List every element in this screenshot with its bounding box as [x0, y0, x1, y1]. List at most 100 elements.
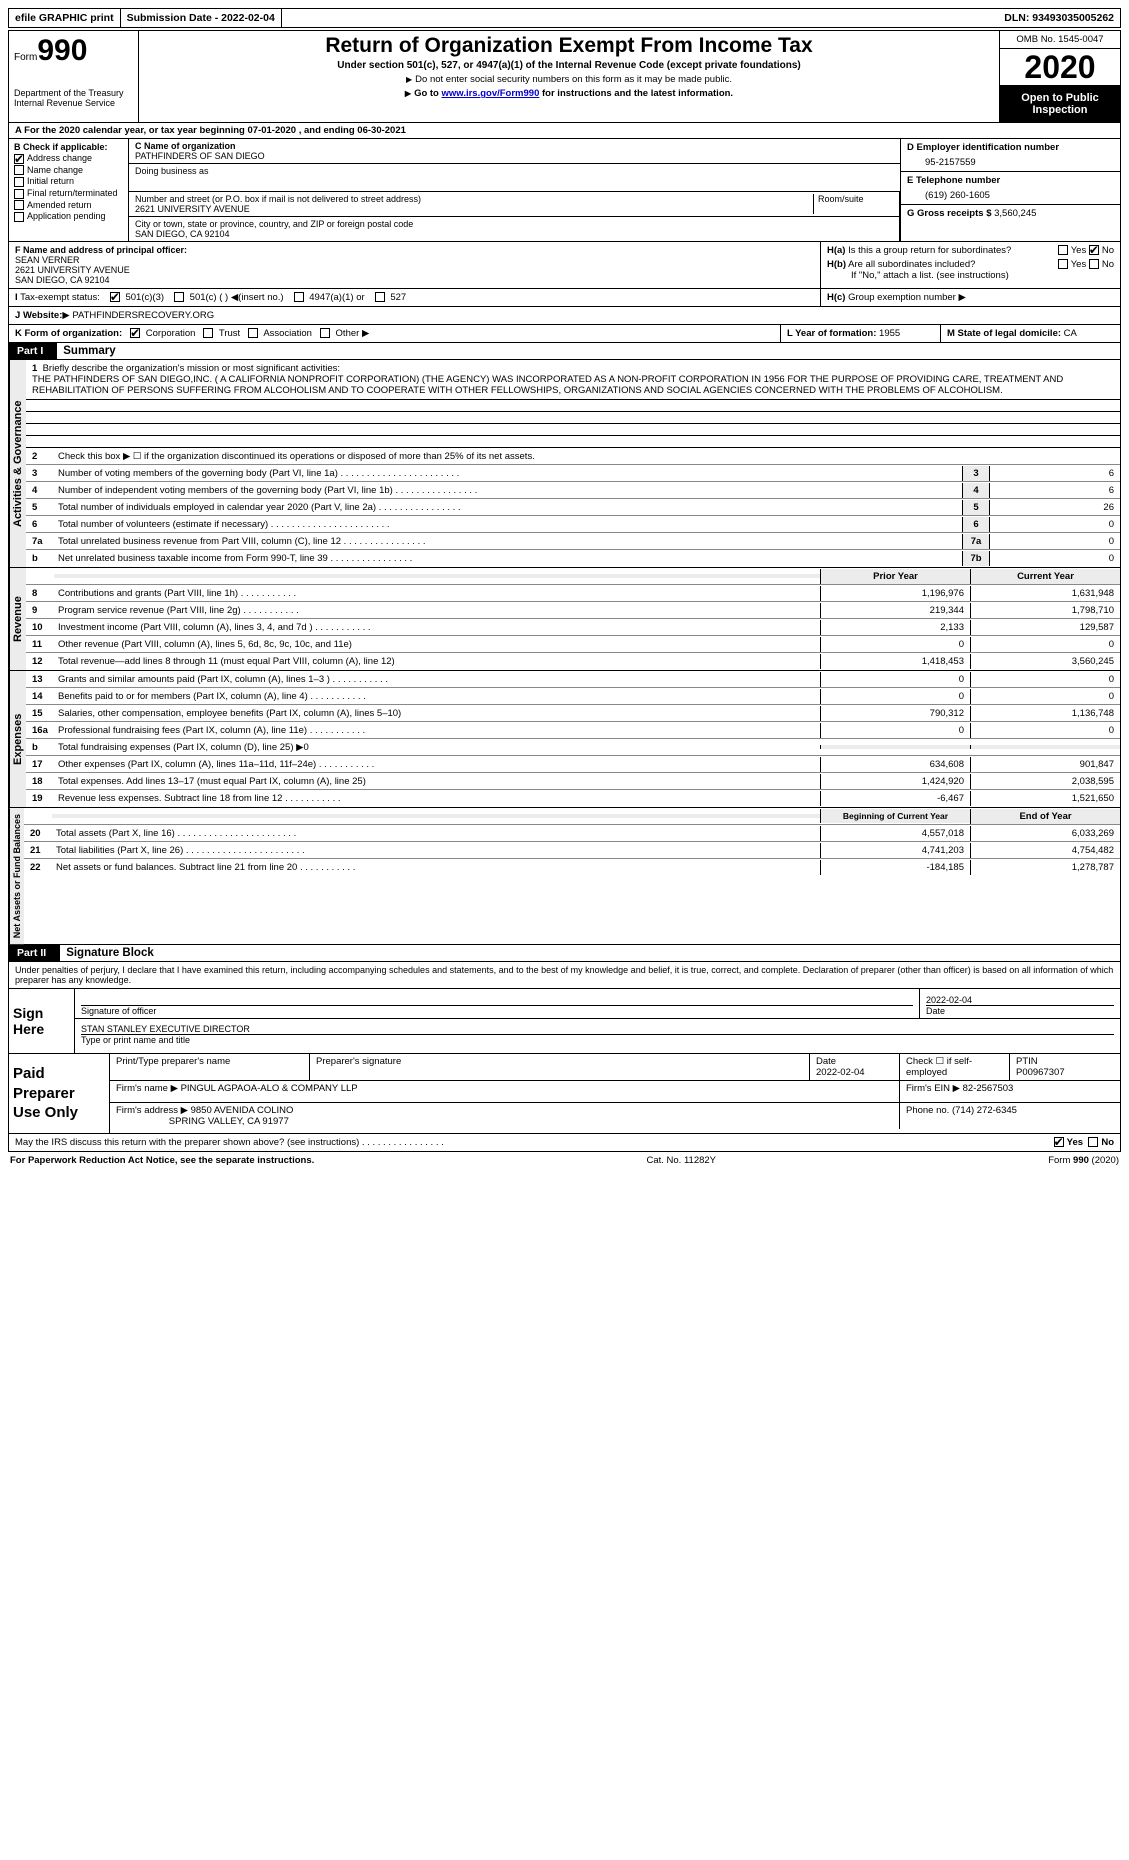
lbl-name-change: Name change: [27, 165, 83, 175]
curr-val: 901,847: [970, 757, 1120, 772]
chk-corp[interactable]: [130, 328, 140, 338]
submission-date: Submission Date - 2022-02-04: [121, 9, 282, 27]
j-label: J: [15, 310, 20, 321]
note-ssn: Do not enter social security numbers on …: [415, 74, 732, 85]
line-desc: Benefits paid to or for members (Part IX…: [54, 689, 820, 704]
line-box: 3: [962, 466, 990, 481]
chk-address-change[interactable]: [14, 154, 24, 164]
prior-val: 0: [820, 723, 970, 738]
firm-name-label: Firm's name: [116, 1083, 168, 1094]
curr-val: 1,521,650: [970, 791, 1120, 806]
paid-preparer-block: Paid Preparer Use Only Print/Type prepar…: [8, 1054, 1121, 1134]
chk-amended[interactable]: [14, 200, 24, 210]
line-desc: Total number of individuals employed in …: [54, 500, 962, 515]
lbl-initial: Initial return: [27, 176, 74, 186]
chk-discuss-yes[interactable]: [1054, 1137, 1064, 1147]
line-desc: Total assets (Part X, line 16): [52, 826, 820, 841]
line-2-desc: Check this box ▶ ☐ if the organization d…: [54, 449, 1120, 464]
chk-501c3[interactable]: [110, 292, 120, 302]
col-c: C Name of organization PATHFINDERS OF SA…: [129, 139, 900, 241]
cell-m: M State of legal domicile: CA: [940, 325, 1120, 342]
ptin-val: P00967307: [1016, 1067, 1065, 1078]
org-name: PATHFINDERS OF SAN DIEGO: [135, 151, 265, 161]
line-desc: Other revenue (Part VIII, column (A), li…: [54, 637, 820, 652]
row-f-h: F Name and address of principal officer:…: [8, 242, 1121, 289]
line-num: 14: [26, 691, 54, 702]
chk-4947[interactable]: [294, 292, 304, 302]
chk-501c[interactable]: [174, 292, 184, 302]
line-desc: Net unrelated business taxable income fr…: [54, 551, 962, 566]
state-domicile: CA: [1064, 328, 1077, 339]
ptin-label: PTIN: [1016, 1056, 1038, 1067]
chk-app-pending[interactable]: [14, 212, 24, 222]
line-num: 21: [24, 845, 52, 856]
line-num: b: [26, 553, 54, 564]
col-h: H(a) Is this a group return for subordin…: [820, 242, 1120, 288]
lbl-address-change: Address change: [27, 153, 92, 163]
curr-val: 6,033,269: [970, 826, 1120, 841]
chk-527[interactable]: [375, 292, 385, 302]
chk-final[interactable]: [14, 189, 24, 199]
tax-year: 2020: [1000, 49, 1120, 86]
note-goto-pre: Go to: [414, 88, 441, 99]
curr-val: 0: [970, 672, 1120, 687]
form-number: 990: [37, 34, 87, 67]
line-val: 0: [990, 551, 1120, 566]
header-center: Return of Organization Exempt From Incom…: [139, 31, 1000, 122]
chk-name-change[interactable]: [14, 165, 24, 175]
chk-assoc[interactable]: [248, 328, 258, 338]
line-num: 16a: [26, 725, 54, 736]
phone: (619) 260-1605: [907, 186, 1114, 201]
col-b: B Check if applicable: Address change Na…: [9, 139, 129, 241]
cell-i: I Tax-exempt status: 501(c)(3) 501(c) ( …: [9, 289, 820, 306]
hdr-date: Date: [816, 1056, 836, 1067]
chk-ha-no[interactable]: [1089, 245, 1099, 255]
chk-ha-yes[interactable]: [1058, 245, 1068, 255]
line-val: 0: [990, 517, 1120, 532]
line-num: 17: [26, 759, 54, 770]
curr-val: 0: [970, 637, 1120, 652]
sign-here-label: Sign Here: [9, 989, 74, 1053]
prior-val: 634,608: [820, 757, 970, 772]
chk-hb-no[interactable]: [1089, 259, 1099, 269]
type-name-label: Type or print name and title: [81, 1035, 1114, 1045]
line-num: 5: [26, 502, 54, 513]
gross-receipts: 3,560,245: [994, 208, 1036, 219]
line-num: 22: [24, 862, 52, 873]
lbl-no: No: [1101, 1137, 1114, 1148]
website-url: PATHFINDERSRECOVERY.ORG: [72, 310, 214, 321]
line-desc: Number of independent voting members of …: [54, 483, 962, 498]
vtab-net-assets: Net Assets or Fund Balances: [9, 808, 24, 944]
line-desc: Investment income (Part VIII, column (A)…: [54, 620, 820, 635]
ein: 95-2157559: [907, 153, 1114, 168]
chk-hb-yes[interactable]: [1058, 259, 1068, 269]
vtab-revenue: Revenue: [9, 568, 26, 670]
line-num: 20: [24, 828, 52, 839]
line-num-2: 2: [26, 451, 54, 462]
lbl-trust: Trust: [219, 328, 240, 339]
curr-val: 0: [970, 723, 1120, 738]
line-desc: Contributions and grants (Part VIII, lin…: [54, 586, 820, 601]
arrow-icon: [405, 88, 414, 99]
line-val: 6: [990, 483, 1120, 498]
sig-date-label: Date: [926, 1006, 1114, 1016]
cell-hc: H(c) Group exemption number ▶: [820, 289, 1120, 306]
section-net-assets: Net Assets or Fund Balances Beginning of…: [8, 808, 1121, 945]
chk-other[interactable]: [320, 328, 330, 338]
irs-link[interactable]: www.irs.gov/Form990: [442, 88, 540, 99]
line-desc: Revenue less expenses. Subtract line 18 …: [54, 791, 820, 806]
line-num: 7a: [26, 536, 54, 547]
blank: [54, 574, 820, 578]
chk-initial[interactable]: [14, 177, 24, 187]
chk-trust[interactable]: [203, 328, 213, 338]
row-klm: K Form of organization: Corporation Trus…: [8, 325, 1121, 343]
chk-discuss-no[interactable]: [1088, 1137, 1098, 1147]
curr-val: 2,038,595: [970, 774, 1120, 789]
part1-label: Part I: [9, 343, 57, 359]
hdr-preparer-sig: Preparer's signature: [310, 1054, 810, 1080]
dept-treasury: Department of the Treasury: [14, 88, 133, 98]
g-label: G Gross receipts $: [907, 208, 991, 219]
line-desc: Grants and similar amounts paid (Part IX…: [54, 672, 820, 687]
line-desc: Salaries, other compensation, employee b…: [54, 706, 820, 721]
lbl-insert: (insert no.): [238, 292, 283, 303]
